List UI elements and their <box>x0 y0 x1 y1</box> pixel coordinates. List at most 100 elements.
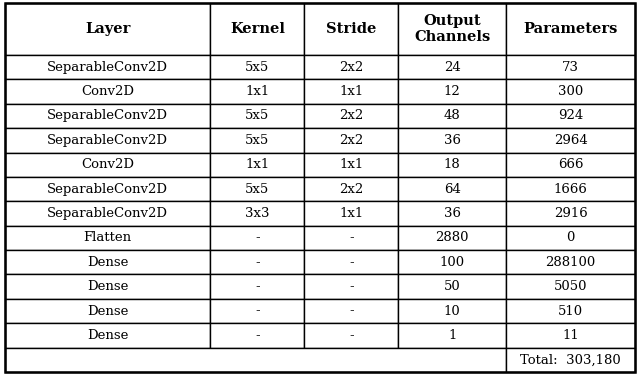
Bar <box>211 177 305 201</box>
Bar <box>398 128 506 153</box>
Text: -: - <box>255 329 260 342</box>
Bar <box>506 299 635 323</box>
Text: Dense: Dense <box>87 329 129 342</box>
Bar <box>506 348 635 372</box>
Text: 510: 510 <box>558 304 583 318</box>
Text: 64: 64 <box>444 183 461 196</box>
Bar <box>5 299 211 323</box>
Bar <box>305 226 398 250</box>
Text: 1x1: 1x1 <box>245 85 269 98</box>
Text: -: - <box>255 280 260 293</box>
Text: Total:  303,180: Total: 303,180 <box>520 353 621 366</box>
Text: Conv2D: Conv2D <box>81 158 134 171</box>
Text: 300: 300 <box>558 85 583 98</box>
Text: Dense: Dense <box>87 304 129 318</box>
Text: -: - <box>255 256 260 269</box>
Text: Kernel: Kernel <box>230 22 285 36</box>
Text: 11: 11 <box>562 329 579 342</box>
Bar <box>398 201 506 226</box>
Text: 48: 48 <box>444 110 461 123</box>
Bar <box>305 323 398 348</box>
Text: 36: 36 <box>444 207 461 220</box>
Bar <box>211 55 305 80</box>
Text: 5x5: 5x5 <box>245 61 269 74</box>
Bar <box>506 80 635 104</box>
Bar <box>506 104 635 128</box>
Bar <box>506 250 635 274</box>
Bar <box>506 153 635 177</box>
Bar <box>5 128 211 153</box>
Text: 5x5: 5x5 <box>245 134 269 147</box>
Bar <box>305 3 398 55</box>
Bar <box>211 104 305 128</box>
Text: -: - <box>255 231 260 244</box>
Bar <box>506 128 635 153</box>
Bar <box>398 274 506 299</box>
Bar <box>5 104 211 128</box>
Bar <box>305 80 398 104</box>
Bar <box>5 250 211 274</box>
Text: 2880: 2880 <box>435 231 469 244</box>
Text: -: - <box>349 280 354 293</box>
Text: 1x1: 1x1 <box>339 207 364 220</box>
Text: Dense: Dense <box>87 280 129 293</box>
Bar <box>398 226 506 250</box>
Bar <box>398 104 506 128</box>
Text: -: - <box>349 231 354 244</box>
Bar <box>305 128 398 153</box>
Bar <box>506 3 635 55</box>
Text: 2x2: 2x2 <box>339 110 364 123</box>
Text: 2964: 2964 <box>554 134 588 147</box>
Bar <box>305 299 398 323</box>
Bar <box>5 201 211 226</box>
Bar <box>5 348 506 372</box>
Text: -: - <box>255 304 260 318</box>
Text: 1x1: 1x1 <box>339 85 364 98</box>
Text: Layer: Layer <box>85 22 131 36</box>
Text: 1x1: 1x1 <box>245 158 269 171</box>
Bar <box>506 226 635 250</box>
Bar <box>398 3 506 55</box>
Bar <box>211 299 305 323</box>
Text: SeparableConv2D: SeparableConv2D <box>47 61 168 74</box>
Text: 1666: 1666 <box>554 183 588 196</box>
Text: 2916: 2916 <box>554 207 588 220</box>
Bar <box>305 104 398 128</box>
Bar <box>506 55 635 80</box>
Text: Output
Channels: Output Channels <box>414 14 490 44</box>
Text: SeparableConv2D: SeparableConv2D <box>47 110 168 123</box>
Text: 12: 12 <box>444 85 461 98</box>
Text: 924: 924 <box>558 110 583 123</box>
Bar <box>211 128 305 153</box>
Bar <box>305 201 398 226</box>
Text: 2x2: 2x2 <box>339 134 364 147</box>
Bar <box>5 55 211 80</box>
Bar <box>5 274 211 299</box>
Bar <box>5 177 211 201</box>
Text: 5x5: 5x5 <box>245 110 269 123</box>
Text: Conv2D: Conv2D <box>81 85 134 98</box>
Text: SeparableConv2D: SeparableConv2D <box>47 207 168 220</box>
Bar <box>211 201 305 226</box>
Bar <box>211 323 305 348</box>
Text: 2x2: 2x2 <box>339 183 364 196</box>
Text: 18: 18 <box>444 158 461 171</box>
Text: 50: 50 <box>444 280 461 293</box>
Bar <box>5 80 211 104</box>
Text: Dense: Dense <box>87 256 129 269</box>
Text: 10: 10 <box>444 304 461 318</box>
Bar <box>5 323 211 348</box>
Bar <box>211 153 305 177</box>
Text: 73: 73 <box>562 61 579 74</box>
Text: 3x3: 3x3 <box>245 207 269 220</box>
Bar <box>305 177 398 201</box>
Text: 288100: 288100 <box>545 256 596 269</box>
Bar <box>305 274 398 299</box>
Bar <box>211 80 305 104</box>
Text: SeparableConv2D: SeparableConv2D <box>47 183 168 196</box>
Bar <box>398 299 506 323</box>
Bar <box>5 153 211 177</box>
Text: 1: 1 <box>448 329 456 342</box>
Bar <box>305 153 398 177</box>
Bar <box>305 55 398 80</box>
